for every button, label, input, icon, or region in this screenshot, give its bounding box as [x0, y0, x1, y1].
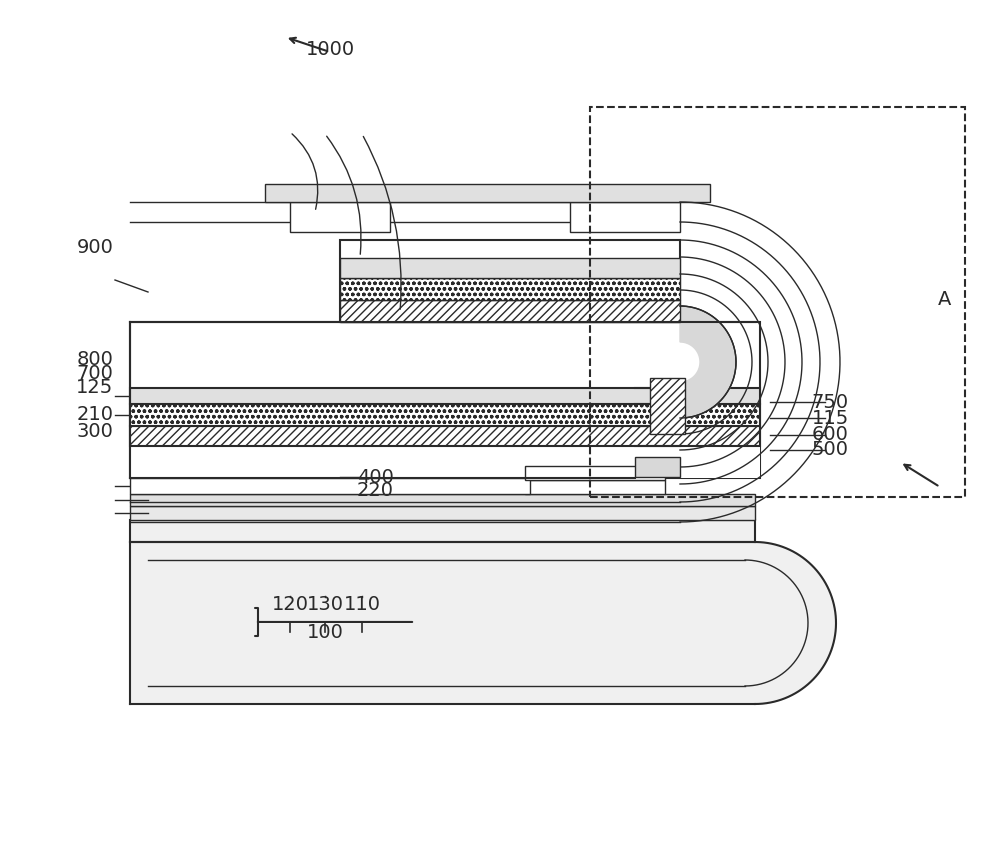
- Text: 220: 220: [356, 481, 394, 500]
- Bar: [130, 520, 755, 542]
- Text: 130: 130: [306, 596, 344, 614]
- Bar: [130, 404, 760, 426]
- Bar: [650, 378, 685, 434]
- Text: 100: 100: [307, 623, 343, 642]
- Text: 210: 210: [76, 406, 114, 424]
- Bar: [130, 322, 760, 478]
- Text: 300: 300: [77, 422, 113, 440]
- Text: 700: 700: [77, 364, 113, 383]
- Bar: [130, 426, 760, 446]
- Text: 600: 600: [812, 425, 848, 444]
- Bar: [130, 506, 755, 520]
- Bar: [265, 184, 710, 202]
- Text: 110: 110: [344, 596, 380, 614]
- Text: 400: 400: [357, 468, 393, 486]
- Bar: [635, 457, 680, 477]
- Bar: [525, 480, 665, 494]
- Bar: [130, 446, 760, 478]
- Bar: [340, 240, 680, 322]
- Text: 500: 500: [812, 440, 848, 459]
- Text: 120: 120: [272, 596, 308, 614]
- Text: 800: 800: [77, 350, 113, 369]
- Text: A: A: [938, 291, 952, 309]
- Bar: [340, 278, 680, 300]
- Bar: [340, 258, 680, 278]
- Text: 115: 115: [811, 409, 849, 428]
- Bar: [130, 388, 760, 404]
- Bar: [130, 494, 755, 506]
- Bar: [130, 478, 530, 494]
- Bar: [290, 202, 390, 232]
- Bar: [570, 202, 680, 232]
- Bar: [590, 107, 965, 497]
- Text: 900: 900: [77, 238, 113, 256]
- Polygon shape: [130, 542, 836, 704]
- Text: 125: 125: [76, 378, 114, 397]
- Bar: [525, 466, 665, 480]
- Polygon shape: [680, 306, 736, 418]
- Text: 1000: 1000: [305, 40, 355, 59]
- Text: 750: 750: [811, 393, 849, 412]
- Bar: [340, 300, 680, 322]
